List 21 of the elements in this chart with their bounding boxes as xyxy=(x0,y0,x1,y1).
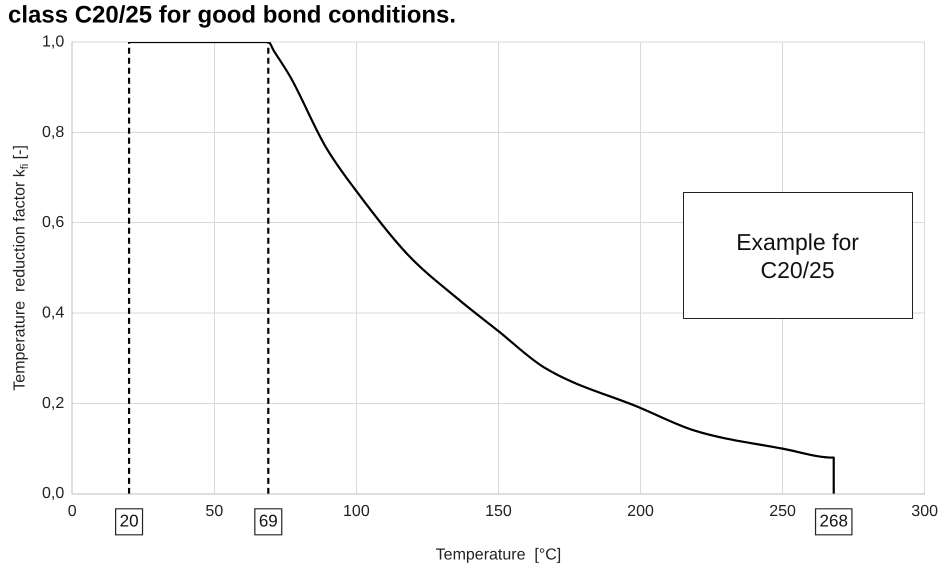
y-tick-label: 0,2 xyxy=(42,394,64,412)
x-tick-label: 300 xyxy=(911,502,938,520)
x-axis-title: Temperature [°C] xyxy=(436,546,562,564)
annotation: Example for C20/25 xyxy=(735,228,860,284)
y-tick-label: 1,0 xyxy=(42,33,64,50)
y-tick-label: 0,0 xyxy=(42,485,64,502)
y-tick-label: 0,6 xyxy=(42,214,64,232)
x-tick-label: 150 xyxy=(485,502,512,520)
x-tick-label: 100 xyxy=(343,502,370,520)
x-tick-label: 50 xyxy=(205,502,224,520)
x-tick-label: 0 xyxy=(68,502,77,520)
chart-title: class C20/25 for good bond conditions. xyxy=(8,2,456,29)
annotation: 268 xyxy=(820,511,848,530)
y-tick-label: 0,8 xyxy=(42,124,64,141)
annotation: 69 xyxy=(258,511,278,530)
x-tick-label: 250 xyxy=(769,502,796,520)
text-frame: Example for C20/25 xyxy=(682,192,913,320)
annotation: 20 xyxy=(120,511,139,530)
x-tick-label: 200 xyxy=(627,502,654,520)
y-axis-title: Temperature reduction factor kfi [-] xyxy=(11,145,32,391)
y-tick-label: 0,4 xyxy=(42,304,64,322)
